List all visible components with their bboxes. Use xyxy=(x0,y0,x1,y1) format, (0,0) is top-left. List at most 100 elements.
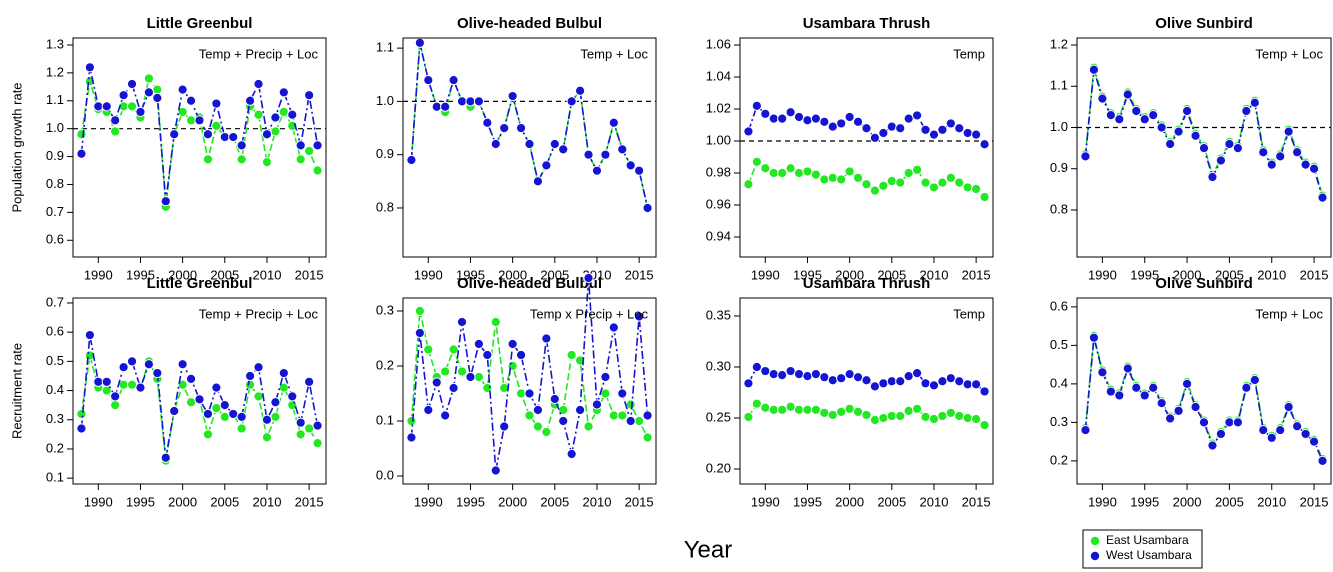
data-point xyxy=(768,167,779,179)
data-point xyxy=(878,127,889,139)
data-point xyxy=(169,405,180,417)
y-tick-label: 0.4 xyxy=(46,382,64,397)
data-point xyxy=(642,410,653,421)
data-point xyxy=(473,371,484,383)
data-point xyxy=(1088,64,1100,75)
data-point xyxy=(406,154,417,166)
x-tick-label: 1990 xyxy=(751,267,780,282)
x-axis-label: Year xyxy=(684,536,733,563)
data-point xyxy=(1181,105,1193,117)
y-tick-label: 1.1 xyxy=(376,40,394,55)
model-annotation: Temp + Precip + Loc xyxy=(199,46,319,61)
data-point xyxy=(312,140,323,151)
data-point xyxy=(1232,417,1243,428)
data-point xyxy=(1258,147,1269,158)
data-point xyxy=(515,122,527,134)
data-point xyxy=(920,378,931,389)
data-point xyxy=(954,177,965,188)
y-tick-label: 1.1 xyxy=(1050,78,1068,93)
x-tick-label: 2000 xyxy=(498,267,527,282)
data-point xyxy=(954,410,965,422)
data-point xyxy=(777,404,788,415)
data-point xyxy=(617,144,628,155)
data-point xyxy=(1122,89,1133,100)
y-tick-label: 1.04 xyxy=(706,68,731,83)
data-point xyxy=(202,154,214,165)
legend-label: East Usambara xyxy=(1106,533,1189,547)
data-point xyxy=(852,172,864,183)
data-point xyxy=(600,149,611,160)
data-point xyxy=(515,388,527,399)
data-point xyxy=(135,382,146,393)
data-point xyxy=(878,378,889,389)
data-point xyxy=(1173,126,1184,137)
data-point xyxy=(591,165,603,176)
x-tick-label: 2000 xyxy=(835,267,864,282)
data-point xyxy=(810,169,822,180)
x-tick-label: 1995 xyxy=(793,494,822,509)
x-tick-label: 2005 xyxy=(210,494,239,509)
data-point xyxy=(236,411,247,422)
data-point xyxy=(1275,424,1286,436)
y-tick-label: 0.6 xyxy=(46,324,64,339)
data-point xyxy=(1224,417,1235,428)
data-point xyxy=(827,121,838,132)
legend-marker xyxy=(1090,536,1100,546)
data-point xyxy=(928,380,940,391)
data-point xyxy=(295,140,306,151)
data-point xyxy=(1131,105,1142,117)
data-point xyxy=(937,177,948,188)
plot-frame xyxy=(1076,297,1332,485)
plot-frame xyxy=(402,37,657,258)
data-point xyxy=(743,179,754,190)
panel: Little Greenbul 1990 1995 2000 2005 2010 2015 0… xyxy=(9,15,327,282)
data-point xyxy=(126,78,138,90)
data-point xyxy=(406,432,417,443)
data-point xyxy=(541,160,552,171)
data-point xyxy=(1173,405,1184,416)
model-annotation: Temp x Precip + Loc xyxy=(530,306,649,321)
data-point xyxy=(912,110,923,121)
data-point xyxy=(211,98,222,109)
y-tick-label: 0.98 xyxy=(706,164,731,179)
data-point xyxy=(793,111,805,123)
data-point xyxy=(751,156,762,167)
data-point xyxy=(245,370,256,382)
data-point xyxy=(903,167,914,179)
y-tick-label: 1.0 xyxy=(46,120,64,135)
data-point xyxy=(177,106,188,118)
data-point xyxy=(928,129,940,140)
panel-title: Olive Sunbird xyxy=(1155,15,1253,32)
data-point xyxy=(1080,424,1091,436)
data-point xyxy=(895,177,906,188)
data-point xyxy=(465,96,476,107)
x-tick-label: 2010 xyxy=(253,267,282,282)
panel: Olive Sunbird 1990 1995 2000 2005 2010 2015 0.8… xyxy=(1050,15,1332,282)
data-point xyxy=(600,388,611,399)
data-point xyxy=(954,376,965,387)
y-tick-label: 0.8 xyxy=(1050,201,1068,216)
data-point xyxy=(414,327,425,339)
data-point xyxy=(886,175,897,187)
data-point xyxy=(608,322,619,333)
panel: Little Greenbul 1990 1995 2000 2005 2010 2015 0… xyxy=(9,275,327,509)
data-point xyxy=(152,92,163,104)
data-point xyxy=(93,376,104,387)
data-point xyxy=(793,167,805,179)
data-point xyxy=(76,408,87,420)
data-point xyxy=(768,404,779,415)
data-point xyxy=(575,404,586,416)
y-tick-label: 0.94 xyxy=(706,228,731,243)
data-point xyxy=(456,316,468,328)
data-point xyxy=(1139,390,1150,401)
y-tick-label: 0.3 xyxy=(376,302,394,317)
data-point xyxy=(954,123,965,134)
data-point xyxy=(440,366,451,377)
data-point xyxy=(878,412,889,424)
data-point xyxy=(1198,417,1210,428)
y-tick-label: 1.0 xyxy=(376,93,394,108)
data-point xyxy=(1308,163,1320,174)
y-tick-label: 1.06 xyxy=(706,36,731,51)
y-tick-label: 0.6 xyxy=(46,232,64,247)
